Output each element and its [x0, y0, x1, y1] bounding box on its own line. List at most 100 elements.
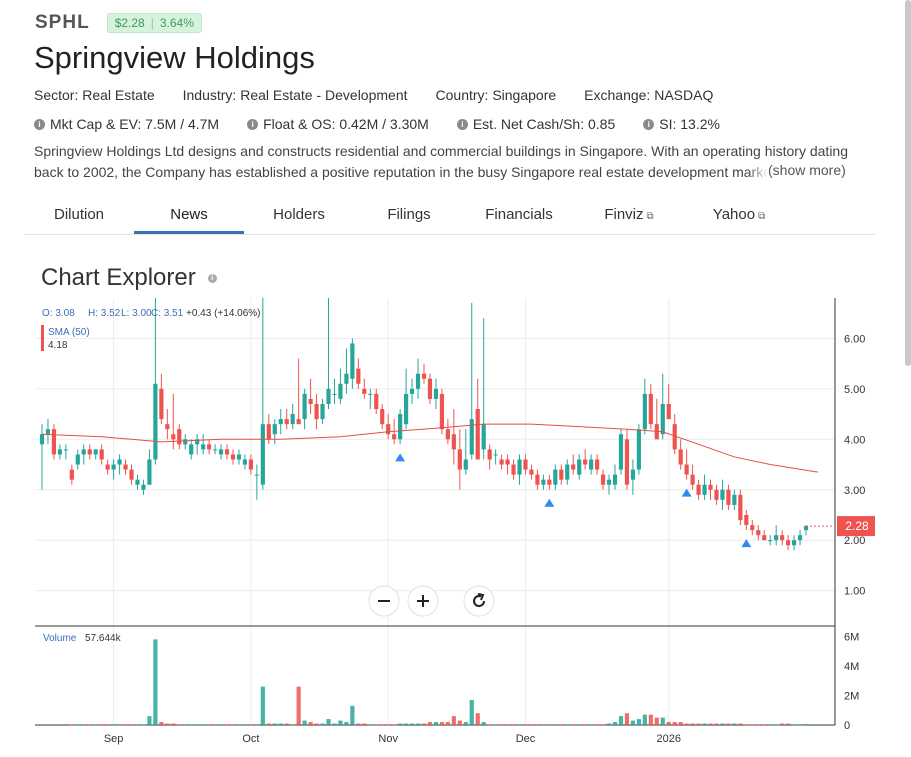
tab-dilution[interactable]: Dilution — [24, 198, 134, 232]
volume-bar — [326, 719, 331, 725]
volume-bar — [189, 724, 194, 726]
volume-bar — [314, 723, 319, 725]
candle-body — [260, 424, 265, 485]
candle-body — [797, 535, 803, 541]
volume-bar — [505, 724, 510, 726]
candle-body — [398, 414, 403, 440]
candle-body — [714, 489, 719, 500]
volume-bar — [147, 716, 152, 725]
candle-body — [583, 459, 588, 465]
info-icon[interactable]: i — [207, 273, 217, 283]
sma-legend-swatch — [41, 325, 44, 351]
show-more-link[interactable]: (show more) — [748, 162, 846, 178]
candle-body — [475, 409, 480, 460]
badge-separator: | — [150, 16, 154, 30]
volume-bar — [302, 720, 307, 725]
volume-bar — [786, 723, 791, 725]
candle-body — [147, 459, 152, 485]
tab-filings[interactable]: Filings — [354, 198, 464, 232]
info-icon[interactable]: i — [456, 118, 468, 130]
volume-bar — [207, 724, 212, 726]
candle-body — [487, 449, 492, 460]
volume-bar — [702, 723, 707, 725]
stat-float-text: Float & OS: 0.42M / 3.30M — [263, 116, 429, 132]
volume-bar — [195, 724, 200, 726]
volume-legend-label: Volume — [43, 633, 77, 644]
candle-body — [445, 429, 450, 440]
candle-body — [547, 479, 552, 485]
tab-label: News — [170, 206, 208, 223]
candle-body — [248, 459, 253, 470]
volume-bar — [469, 699, 474, 725]
volume-bar — [427, 722, 433, 725]
volume-bar — [565, 724, 570, 726]
volume-bar — [660, 717, 665, 725]
scrollbar[interactable] — [905, 0, 911, 366]
stat-mktcap[interactable]: i Mkt Cap & EV: 7.5M / 4.7M — [34, 116, 219, 132]
candle-body — [242, 459, 248, 465]
company-description: Springview Holdings Ltd designs and cons… — [34, 143, 849, 180]
volume-bar — [69, 724, 74, 726]
ticker-header: SPHL $2.28 | 3.64% — [35, 12, 202, 34]
candle-body — [774, 535, 779, 541]
tab-label: Finviz — [604, 206, 644, 223]
candle-body — [51, 429, 57, 455]
stat-cash[interactable]: i Est. Net Cash/Sh: 0.85 — [456, 116, 615, 132]
tab-yahoo[interactable]: Yahoo ⧉ — [684, 198, 794, 232]
info-icon[interactable]: i — [643, 118, 655, 130]
candle-body — [344, 373, 349, 384]
volume-bar — [684, 723, 689, 725]
volume-bar — [553, 724, 558, 726]
candle-body — [421, 373, 427, 379]
price-chart[interactable]: 1.00 2.00 3.00 4.00 5.00 6.00 Sep Oct Nov Dec 2026… — [35, 298, 875, 750]
ohlc-legend-h: H: 3.52 — [88, 308, 121, 319]
candle-body — [499, 459, 504, 465]
volume-bar — [356, 723, 361, 725]
volume-bar — [780, 723, 785, 725]
volume-bar — [571, 724, 576, 726]
reset-zoom-button[interactable] — [463, 585, 495, 617]
volume-bar — [750, 724, 755, 726]
ohlc-legend-chg: +0.43 (+14.06%) — [186, 308, 261, 319]
volume-bar — [541, 724, 546, 726]
reset-icon — [477, 593, 485, 601]
volume-bar — [183, 724, 188, 726]
stat-si[interactable]: i SI: 13.2% — [643, 116, 720, 132]
tab-holders[interactable]: Holders — [244, 198, 354, 232]
volume-bar — [344, 722, 349, 725]
volume-bar — [499, 724, 504, 726]
info-icon[interactable]: i — [34, 118, 45, 130]
candle-body — [750, 525, 755, 531]
tab-finviz[interactable]: Finviz ⧉ — [574, 198, 684, 232]
tab-news[interactable]: News — [134, 198, 244, 234]
candle-body — [39, 434, 45, 445]
volume-bar — [398, 723, 403, 725]
volume-bar — [696, 723, 701, 725]
ohlc-legend-o: O: 3.08 — [42, 308, 75, 319]
candle-body — [636, 429, 641, 470]
time-tick-label: Dec — [516, 733, 536, 745]
candle-body — [702, 484, 707, 495]
info-icon[interactable]: i — [247, 118, 259, 130]
candle-body — [57, 449, 62, 455]
volume-bar — [392, 724, 397, 726]
volume-bar — [493, 724, 498, 726]
candle-body — [762, 535, 767, 541]
candle-body — [314, 403, 319, 420]
volume-bar — [278, 723, 283, 725]
tab-financials[interactable]: Financials — [464, 198, 574, 232]
volume-bar — [433, 722, 439, 725]
stat-float[interactable]: i Float & OS: 0.42M / 3.30M — [247, 116, 429, 132]
volume-bar — [732, 723, 737, 725]
volume-bar — [636, 719, 641, 725]
candle-body — [356, 368, 361, 384]
candle-body — [153, 383, 158, 460]
tab-label: Filings — [387, 206, 431, 223]
volume-bar — [135, 724, 140, 726]
volume-bar — [129, 724, 134, 726]
candle-body — [744, 514, 749, 526]
candle-body — [553, 469, 558, 485]
candle-body — [642, 393, 647, 430]
candle-body — [660, 403, 665, 435]
time-tick-label: Sep — [104, 733, 124, 745]
